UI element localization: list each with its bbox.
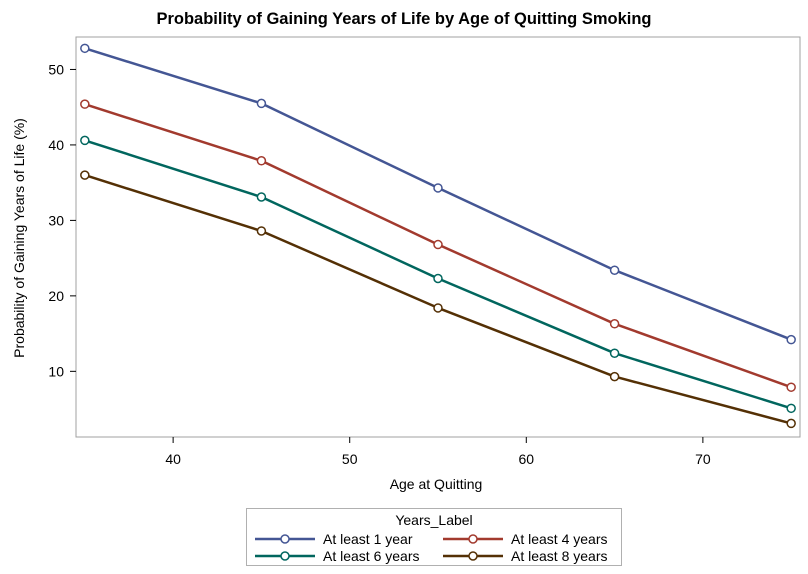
data-point-series-3 <box>256 192 267 202</box>
legend-item-series-2: At least 4 years <box>443 530 608 548</box>
x-tick-label: 60 <box>519 451 535 467</box>
data-point-series-4 <box>80 170 90 180</box>
legend-swatch-series-1 <box>255 534 315 544</box>
x-axis-label: Age at Quitting <box>390 476 483 492</box>
plot-area <box>75 36 801 438</box>
legend-item-series-3: At least 6 years <box>255 547 420 565</box>
data-point-series-4 <box>786 418 796 429</box>
legend-marker-sample <box>280 551 290 561</box>
data-point-series-2 <box>80 99 90 109</box>
legend-marker-sample <box>280 534 290 544</box>
legend: Years_Label At least 1 year At least 4 y… <box>246 508 622 566</box>
data-point-series-1 <box>256 98 267 109</box>
legend-label-series-3: At least 6 years <box>323 548 420 564</box>
data-point-series-4 <box>609 371 620 382</box>
chart-title: Probability of Gaining Years of Life by … <box>156 10 652 28</box>
y-tick-label: 10 <box>48 363 64 379</box>
data-point-series-1 <box>609 265 620 275</box>
legend-label-series-1: At least 1 year <box>323 531 413 547</box>
y-tick-label: 40 <box>48 137 64 153</box>
data-point-series-2 <box>609 319 620 329</box>
legend-marker-sample <box>468 534 478 544</box>
legend-item-series-1: At least 1 year <box>255 530 413 548</box>
series-lines <box>84 47 792 425</box>
legend-marker-sample <box>468 551 478 561</box>
legend-label-series-4: At least 8 years <box>511 548 608 564</box>
data-point-series-3 <box>433 273 443 284</box>
y-tick-label: 20 <box>48 288 64 304</box>
legend-swatch-series-2 <box>443 534 503 544</box>
axes: 40 50 60 70 10 20 30 40 50 <box>48 61 710 467</box>
data-point-series-1 <box>786 334 796 345</box>
x-tick-label: 40 <box>165 451 181 467</box>
legend-item-series-4: At least 8 years <box>443 547 608 565</box>
data-point-series-3 <box>80 135 90 146</box>
y-axis-label: Probability of Gaining Years of Life (%) <box>11 118 27 358</box>
legend-label-series-2: At least 4 years <box>511 531 608 547</box>
data-point-series-1 <box>80 43 90 54</box>
data-point-series-4 <box>433 303 443 313</box>
data-point-series-4 <box>256 226 267 236</box>
x-tick-label: 70 <box>695 451 711 467</box>
data-markers <box>80 43 796 429</box>
data-point-series-2 <box>256 156 267 166</box>
series-line-1 <box>84 47 792 341</box>
y-tick-label: 50 <box>48 61 64 77</box>
data-point-series-2 <box>786 382 796 392</box>
data-point-series-3 <box>609 348 620 358</box>
data-point-series-3 <box>786 403 796 414</box>
data-point-series-2 <box>433 239 443 250</box>
legend-swatch-series-3 <box>255 551 315 561</box>
x-tick-label: 50 <box>342 451 358 467</box>
legend-title: Years_Label <box>395 512 473 528</box>
legend-swatch-series-4 <box>443 551 503 561</box>
y-tick-label: 30 <box>48 212 64 228</box>
data-point-series-1 <box>433 183 443 193</box>
